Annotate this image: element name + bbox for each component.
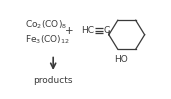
Text: HC: HC	[81, 26, 94, 35]
Text: Co$_2$(CO)$_8$: Co$_2$(CO)$_8$	[25, 19, 67, 31]
Text: products: products	[34, 76, 73, 85]
Text: +: +	[65, 26, 73, 36]
Text: C: C	[103, 26, 109, 35]
Text: HO: HO	[114, 55, 128, 64]
Text: Fe$_3$(CO)$_{12}$: Fe$_3$(CO)$_{12}$	[25, 34, 70, 46]
